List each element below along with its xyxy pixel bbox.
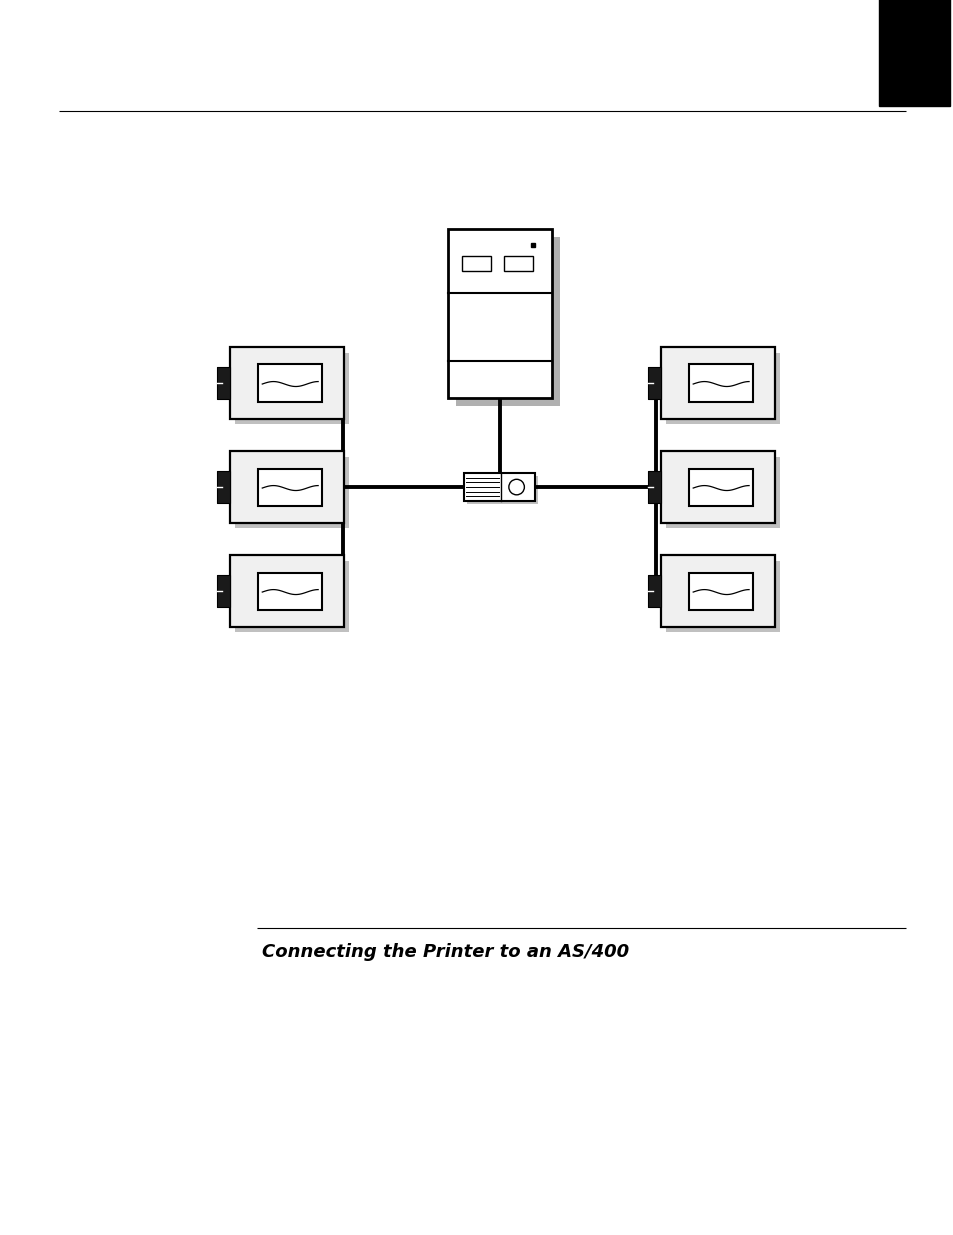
Bar — [647, 576, 660, 608]
Bar — [660, 556, 774, 626]
Bar — [665, 457, 780, 529]
Bar — [230, 556, 343, 626]
Bar — [258, 468, 322, 505]
Bar — [258, 364, 322, 401]
Bar — [647, 471, 660, 503]
Bar — [647, 367, 660, 399]
Bar — [235, 561, 349, 632]
Bar — [688, 573, 752, 610]
Bar — [660, 452, 774, 522]
Bar — [235, 353, 349, 424]
Circle shape — [508, 479, 524, 495]
Bar — [216, 576, 230, 608]
Bar — [688, 468, 752, 505]
Bar — [660, 347, 774, 419]
Bar — [688, 364, 752, 401]
Bar — [216, 471, 230, 503]
Bar — [467, 477, 537, 504]
Bar — [235, 457, 349, 529]
Bar — [665, 353, 780, 424]
Bar — [879, 0, 948, 106]
Bar — [503, 256, 533, 272]
Bar — [456, 237, 559, 406]
Bar — [230, 452, 343, 522]
Bar — [447, 230, 551, 398]
Bar — [464, 473, 535, 501]
Bar — [216, 367, 230, 399]
Bar — [665, 561, 780, 632]
Bar — [258, 573, 322, 610]
Text: Connecting the Printer to an AS/400: Connecting the Printer to an AS/400 — [262, 942, 628, 961]
Bar — [462, 256, 491, 272]
Bar — [230, 347, 343, 419]
